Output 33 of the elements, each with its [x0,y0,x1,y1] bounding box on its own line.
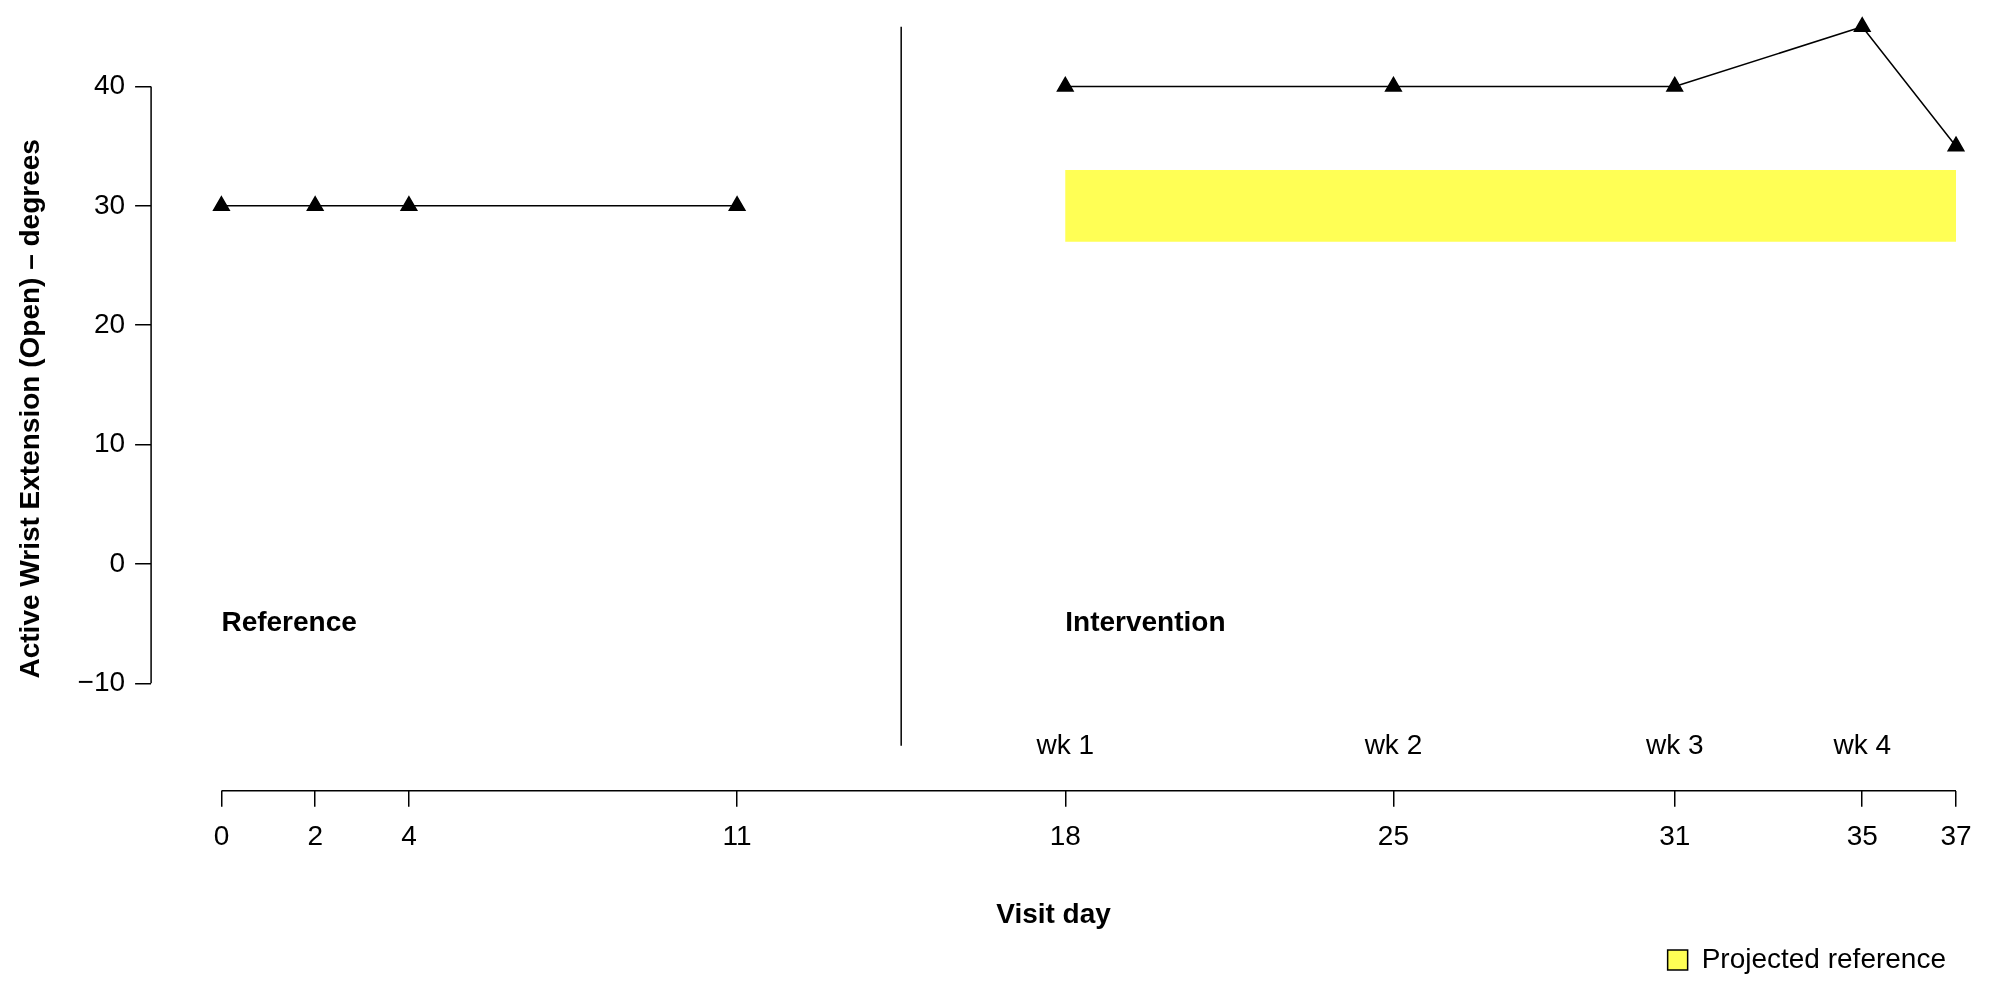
x-tick-label: 0 [213,820,230,852]
x-tick-label: 18 [1049,820,1081,852]
y-tick-label: 0 [109,546,126,578]
annotation: wk 4 [1832,728,1892,760]
point [1666,76,1684,92]
x-tick-label: 35 [1846,820,1878,852]
x-tick-label: 37 [1940,820,1972,852]
annotation: Intervention [1065,606,1226,638]
y-tick-label: 10 [93,427,126,459]
point [1056,76,1074,92]
point [1853,17,1871,33]
point [1947,136,1965,152]
x-tick-label: 31 [1659,820,1691,852]
annotation: wk 3 [1644,728,1704,760]
y-tick-label: 40 [93,69,126,101]
annotation: wk 1 [1035,728,1095,760]
point [400,196,418,212]
y-tick-label: 30 [93,188,126,220]
x-tick-label: 2 [307,820,323,852]
x-tick-label: 25 [1377,820,1410,852]
annotation: wk 2 [1363,728,1423,760]
x-axis-title: Visit day [996,897,1112,929]
x-tick-label: 4 [401,820,417,852]
point [1384,76,1402,92]
legend-label: Projected reference [1701,942,1946,974]
point [728,196,746,212]
y-tick-label: −10 [77,666,126,698]
point [212,196,230,212]
y-axis-title: Active Wrist Extension (Open) – degrees [13,139,45,679]
point [306,196,324,212]
y-tick-label: 20 [93,307,126,339]
x-tick-label: 11 [722,820,752,852]
annotation: Reference [221,606,357,638]
